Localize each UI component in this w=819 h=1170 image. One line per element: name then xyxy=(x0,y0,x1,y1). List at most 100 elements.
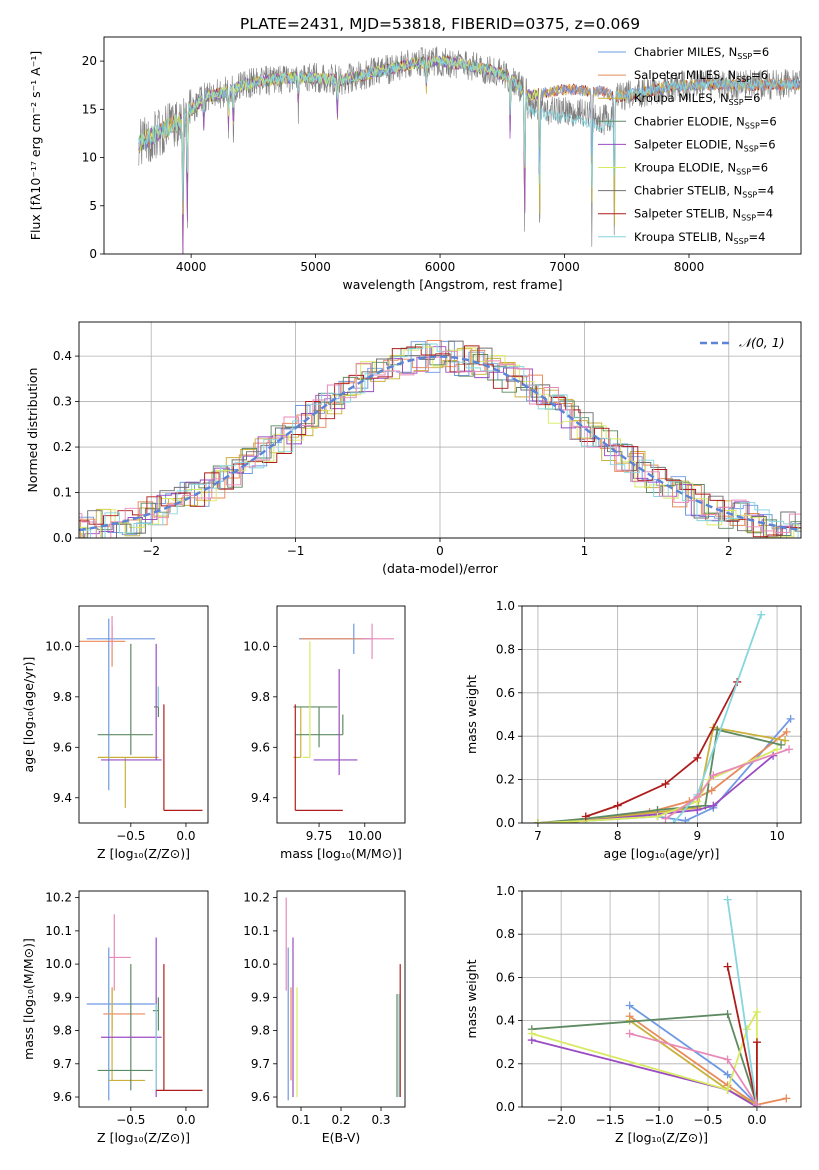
legend-label-suffix: =4 xyxy=(749,230,766,244)
x-tick-label: −0.5 xyxy=(116,1113,145,1127)
y-tick-label: 10.2 xyxy=(45,891,72,905)
y-tick-label: 9.6 xyxy=(53,740,72,754)
age_vs_mass-plot-area xyxy=(293,623,395,811)
y-tick-label: 10 xyxy=(82,151,97,165)
weight-point-marker xyxy=(709,801,718,810)
y-axis-label: Normed distribution xyxy=(25,368,40,493)
legend-label-suffix: =6 xyxy=(760,114,777,128)
y-tick-label: 9.9 xyxy=(251,990,270,1004)
spectrum-axes: 4000 5000 6000 7000 8000 0 5 10 15 20 wavelength [… xyxy=(28,36,802,292)
weight-point-marker xyxy=(752,1100,761,1107)
x-tick-label: 9 xyxy=(694,829,702,843)
weight-point-marker xyxy=(723,1010,732,1019)
x-axis-label: age [log₁₀(age/yr)] xyxy=(604,846,720,861)
x-tick-label: 0 xyxy=(436,544,444,558)
weight-point-marker xyxy=(752,1007,761,1016)
weight-series-line xyxy=(537,748,778,823)
x-tick-label: 0.2 xyxy=(331,1113,350,1127)
y-tick-label: 9.8 xyxy=(251,690,270,704)
axes-frame xyxy=(78,321,802,539)
weight-point-marker xyxy=(669,819,678,823)
x-tick-label: 7 xyxy=(534,829,542,843)
legend-label-main: Kroupa ELODIE, N xyxy=(634,161,736,175)
y-axis-label: mass weight xyxy=(464,959,479,1038)
residual-histogram xyxy=(79,348,801,538)
x-tick-label: −1.0 xyxy=(644,1113,673,1127)
x-tick-label: 0.0 xyxy=(176,829,195,843)
residual-histogram xyxy=(79,343,801,538)
y-tick-label: 9.8 xyxy=(53,690,72,704)
x-tick-label: −0.5 xyxy=(116,829,145,843)
x-axis-label: Z [log₁₀(Z/Z⊙)] xyxy=(97,1130,190,1145)
weight-point-marker xyxy=(723,1055,732,1064)
y-tick-label: 0.4 xyxy=(53,349,72,363)
legend-label-sub: SSP xyxy=(729,98,744,107)
y-tick-label: 9.9 xyxy=(53,990,72,1004)
residual-histogram xyxy=(79,346,801,538)
mass_vs_ebv-plot-area xyxy=(285,897,401,1101)
x-axis-label: Z [log₁₀(Z/Z⊙)] xyxy=(97,846,190,861)
y-tick-label: 9.7 xyxy=(53,1057,72,1071)
weight-series-line xyxy=(537,728,782,823)
x-tick-label: 0.1 xyxy=(291,1113,310,1127)
y-tick-label: 9.4 xyxy=(53,791,72,805)
legend-label-suffix: =6 xyxy=(744,91,761,105)
axes-frame xyxy=(276,890,406,1108)
y-tick-label: 15 xyxy=(82,102,97,116)
weight-point-marker xyxy=(786,714,795,723)
y-tick-label: 9.6 xyxy=(53,1090,72,1104)
weight_vs_Z-plot-area xyxy=(527,895,791,1107)
y-tick-label: 10.1 xyxy=(243,924,270,938)
legend-label: Kroupa STELIB, NSSP=4 xyxy=(634,230,765,246)
x-axis-label: E(B-V) xyxy=(322,1130,361,1145)
weight-point-marker xyxy=(527,1029,536,1038)
legend-label-suffix: =6 xyxy=(751,68,768,82)
x-tick-label: −1.5 xyxy=(596,1113,625,1127)
weight-point-marker xyxy=(782,727,791,736)
axes-frame xyxy=(521,605,802,824)
axes-frame xyxy=(78,605,209,824)
legend-label-main: Chabrier ELODIE, N xyxy=(634,114,745,128)
x-tick-label: 7000 xyxy=(549,260,580,274)
x-axis-label: mass [log₁₀(M/M⊙)] xyxy=(280,846,402,861)
x-tick-label: −1 xyxy=(287,544,305,558)
weight_vs_age-plot-area xyxy=(533,610,795,823)
y-tick-label: 0 xyxy=(89,247,97,261)
y-tick-label: 0.0 xyxy=(496,1100,515,1114)
y-tick-label: 0.0 xyxy=(53,531,72,545)
y-tick-label: 0.0 xyxy=(496,816,515,830)
age_vs_Z-plot-area xyxy=(79,616,203,811)
x-tick-label: 0.0 xyxy=(176,1113,195,1127)
weight-point-marker xyxy=(653,812,662,821)
x-tick-label: 8 xyxy=(614,829,622,843)
y-tick-label: 9.6 xyxy=(251,740,270,754)
y-tick-label: 0.4 xyxy=(496,729,515,743)
normal-curve xyxy=(79,355,801,532)
x-tick-label: −0.5 xyxy=(693,1113,722,1127)
x-tick-label: 5000 xyxy=(300,260,331,274)
weight-point-marker xyxy=(661,814,670,823)
weight-point-marker xyxy=(533,819,542,823)
x-axis-label: Z [log₁₀(Z/Z⊙)] xyxy=(615,1130,708,1145)
x-tick-label: 1 xyxy=(581,544,589,558)
y-tick-label: 0.6 xyxy=(496,686,515,700)
y-tick-label: 9.4 xyxy=(251,791,270,805)
weight-point-marker xyxy=(681,816,690,823)
weight-point-marker xyxy=(709,771,718,780)
y-tick-label: 0.2 xyxy=(496,773,515,787)
x-tick-label: −2 xyxy=(142,544,160,558)
weight_vs_age-axes: 7 8 9 10 0.0 0.2 0.4 0.6 0.8 1.0 age [log₁₀(age/yr… xyxy=(464,599,802,861)
weight-point-marker xyxy=(613,801,622,810)
mass_vs_Z-axes: −0.5 0.0 9.6 9.7 9.8 9.9 10.0 10.1 10.2 Z [log₁₀(… xyxy=(21,890,209,1145)
residuals-plot-area xyxy=(79,340,801,538)
y-tick-label: 10.0 xyxy=(45,639,72,653)
y-tick-label: 0.4 xyxy=(496,1014,515,1028)
legend-label-main: Kroupa MILES, N xyxy=(634,91,729,105)
legend-label-sub: SSP xyxy=(744,144,759,153)
x-axis-label: wavelength [Angstrom, rest frame] xyxy=(342,277,562,292)
y-tick-label: 9.6 xyxy=(251,1090,270,1104)
residual-histogram xyxy=(79,346,801,538)
mass_vs_ebv-axes: 0.1 0.2 0.3 9.6 9.7 9.8 9.9 10.0 10.1 10.2 E(B-V) xyxy=(243,890,406,1145)
spectrum-line xyxy=(138,54,801,203)
y-tick-label: 0.2 xyxy=(496,1057,515,1071)
